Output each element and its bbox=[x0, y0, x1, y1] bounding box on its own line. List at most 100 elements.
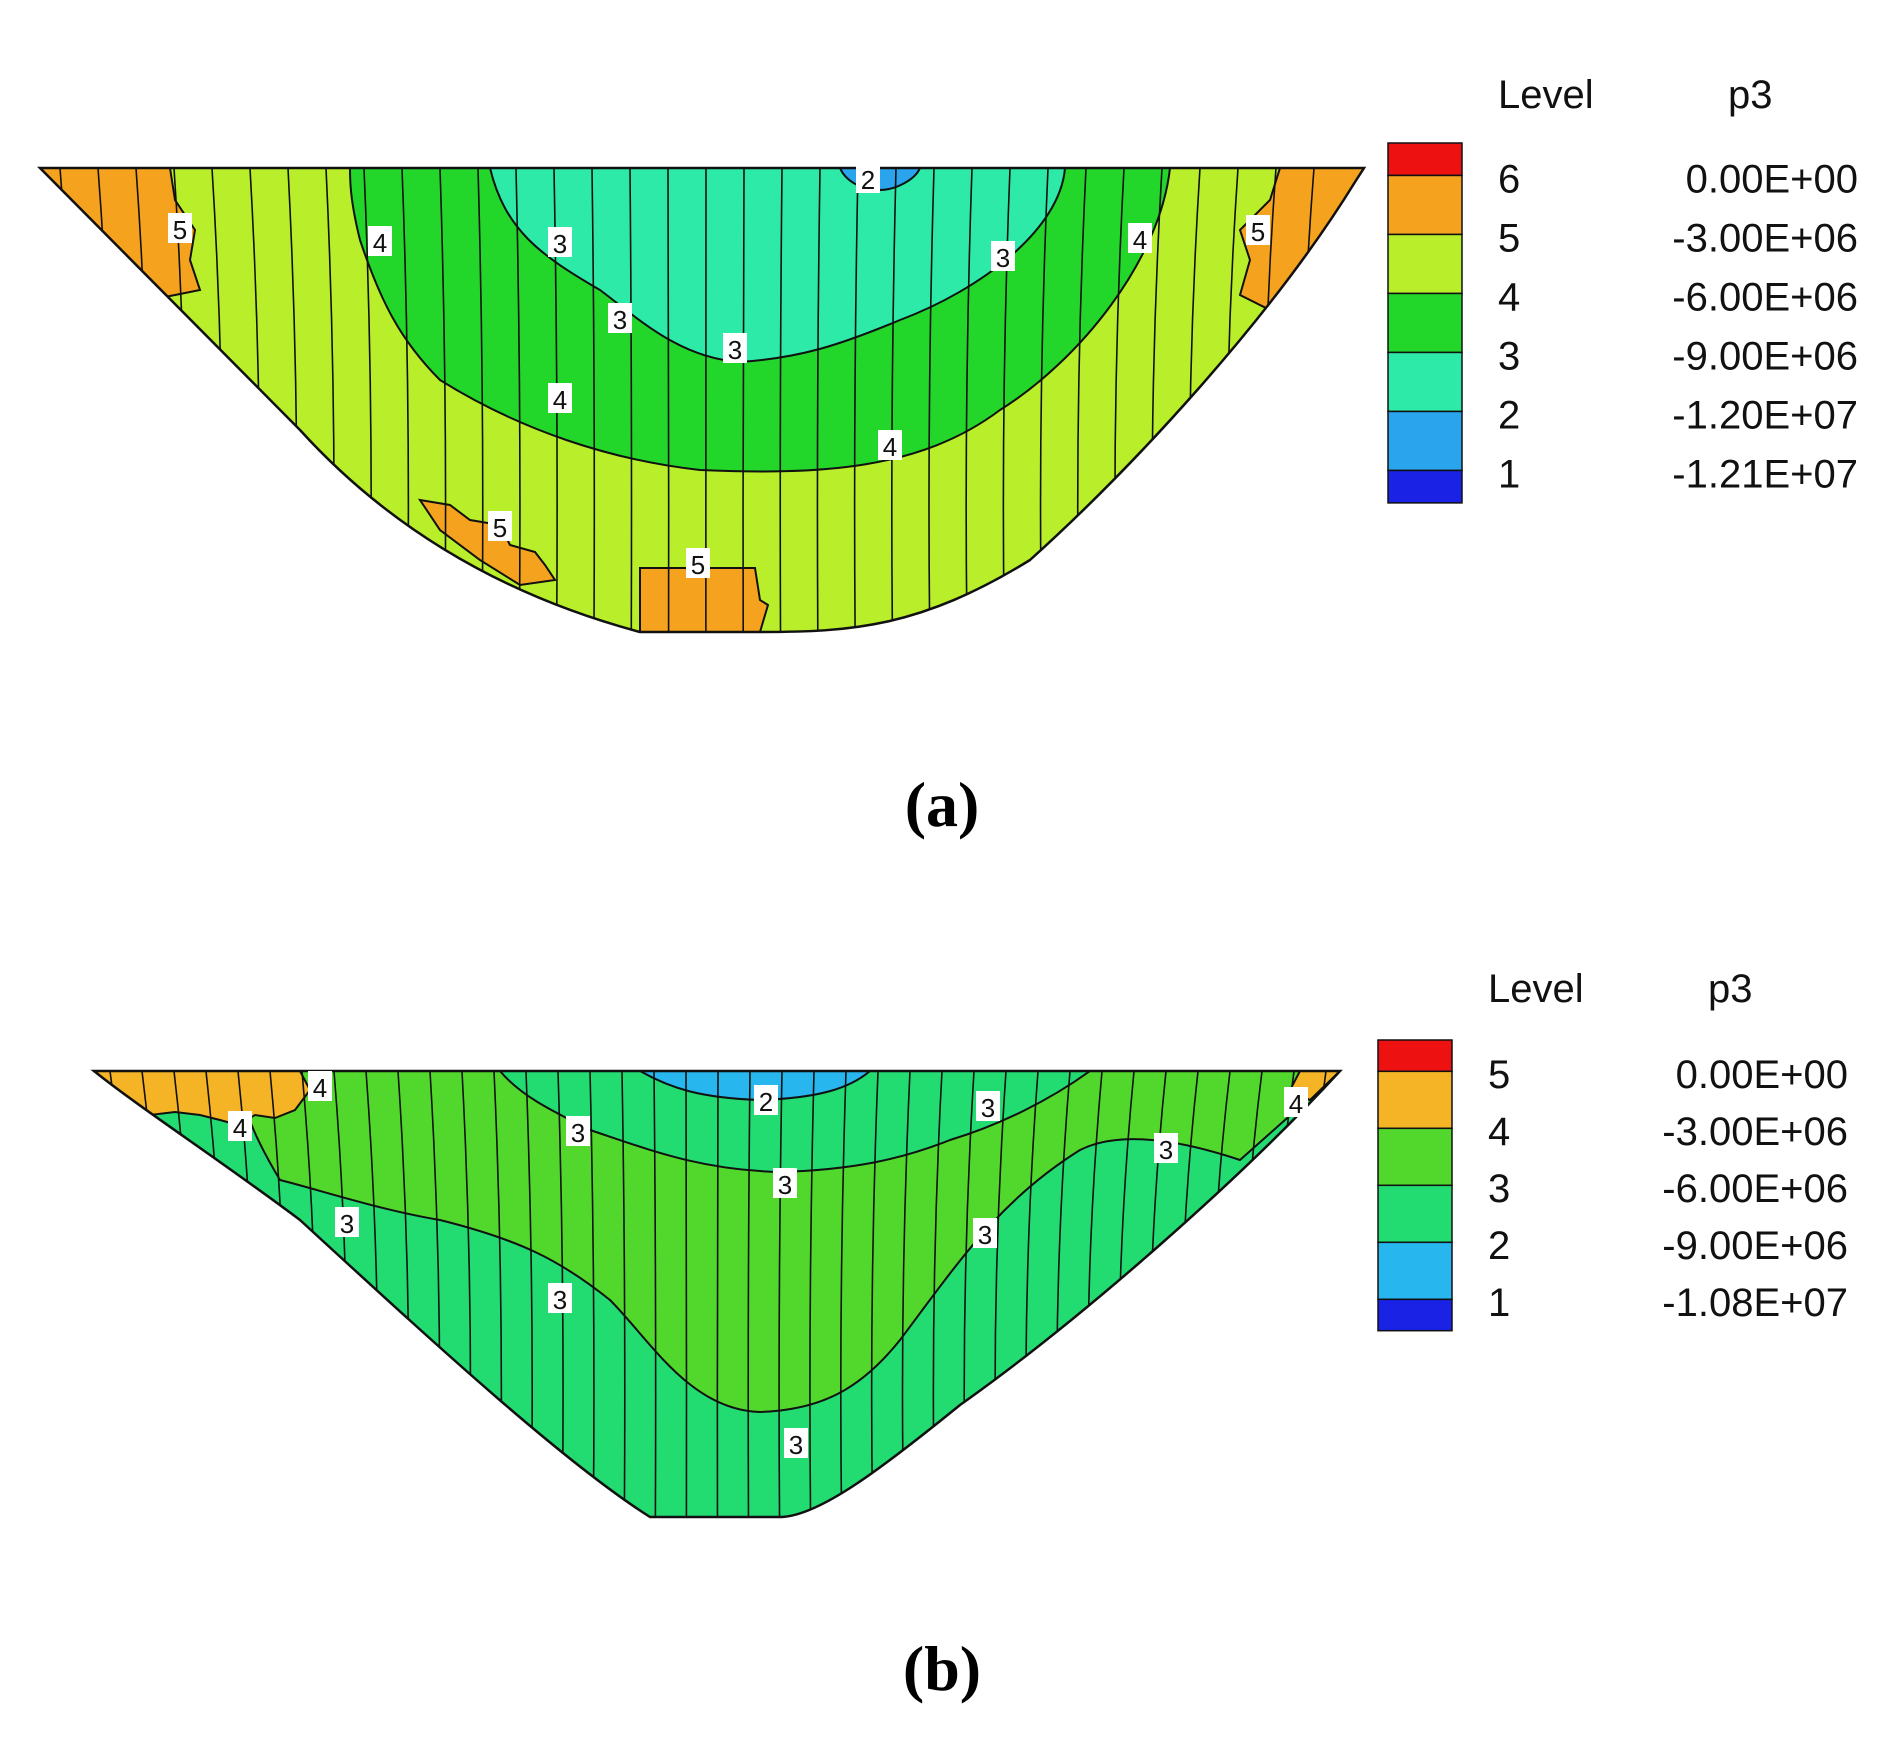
svg-text:2: 2 bbox=[861, 165, 875, 195]
outline-b bbox=[90, 1069, 1343, 1519]
legend-level: 4 bbox=[1488, 1110, 1510, 1154]
svg-text:3: 3 bbox=[981, 1093, 995, 1123]
legend-a: Level p3 6 0.00E+00 5 -3.00E+06 4 -6.00E+06 3 -… bbox=[1387, 73, 1858, 504]
legend-swatch bbox=[1377, 1241, 1453, 1301]
legend-a-swatches bbox=[1387, 142, 1463, 504]
legend-value: -9.00E+06 bbox=[1672, 334, 1858, 378]
svg-text:3: 3 bbox=[778, 1170, 792, 1200]
contour-plot-b: 2 3 3 3 3 3 3 3 3 4 4 4 Level p3 5 0.00E+00 4 -3.00E+0… bbox=[90, 967, 1848, 1704]
svg-text:4: 4 bbox=[553, 385, 567, 415]
svg-text:4: 4 bbox=[373, 228, 387, 258]
svg-text:3: 3 bbox=[1159, 1135, 1173, 1165]
contour-label: 4 bbox=[368, 226, 392, 258]
contour-label: 4 bbox=[548, 383, 572, 415]
svg-text:3: 3 bbox=[789, 1430, 803, 1460]
legend-swatch bbox=[1387, 142, 1463, 177]
contour-label: 4 bbox=[1284, 1087, 1308, 1119]
mesh-line bbox=[629, 168, 633, 632]
contour-label: 3 bbox=[548, 1283, 572, 1315]
contour-label: 4 bbox=[308, 1071, 332, 1103]
legend-value: -1.21E+07 bbox=[1672, 452, 1858, 496]
legend-value: -9.00E+06 bbox=[1662, 1224, 1848, 1268]
svg-text:3: 3 bbox=[553, 1285, 567, 1315]
contour-label: 5 bbox=[488, 511, 512, 543]
contour-label: 5 bbox=[168, 213, 192, 245]
svg-text:5: 5 bbox=[493, 513, 507, 543]
svg-text:3: 3 bbox=[340, 1209, 354, 1239]
contour-plot-a: 2 3 3 3 3 4 4 4 4 5 5 5 5 Level p3 6 0.00E+00 5 -3.00E+… bbox=[36, 73, 1858, 840]
zone-a-level5-bottom-left bbox=[417, 498, 557, 587]
legend-value: -6.00E+06 bbox=[1672, 275, 1858, 319]
legend-a-header-var: p3 bbox=[1728, 73, 1773, 117]
legend-swatch bbox=[1377, 1184, 1453, 1244]
legend-level: 2 bbox=[1488, 1224, 1510, 1268]
legend-level: 3 bbox=[1498, 334, 1520, 378]
mesh-line bbox=[928, 168, 935, 632]
svg-text:4: 4 bbox=[883, 432, 897, 462]
svg-text:5: 5 bbox=[173, 215, 187, 245]
contour-label: 3 bbox=[973, 1218, 997, 1250]
svg-text:3: 3 bbox=[996, 243, 1010, 273]
mesh-line bbox=[816, 168, 821, 632]
mesh-line bbox=[716, 1071, 719, 1517]
legend-level: 2 bbox=[1498, 393, 1520, 437]
mesh-line bbox=[667, 168, 670, 632]
contour-label: 2 bbox=[856, 163, 880, 195]
legend-value: -3.00E+06 bbox=[1662, 1110, 1848, 1154]
contour-label: 5 bbox=[686, 548, 710, 580]
mesh-line bbox=[685, 1071, 688, 1517]
mesh-line bbox=[109, 1071, 132, 1517]
mesh-line bbox=[591, 168, 596, 632]
legend-value: -1.20E+07 bbox=[1672, 393, 1858, 437]
legend-value: -1.08E+07 bbox=[1662, 1281, 1848, 1325]
svg-text:3: 3 bbox=[613, 305, 627, 335]
legend-b-header-level: Level bbox=[1488, 967, 1584, 1011]
mesh-line bbox=[59, 168, 75, 632]
legend-swatch bbox=[1387, 351, 1463, 413]
mesh-line bbox=[621, 1071, 626, 1517]
contour-label: 3 bbox=[991, 241, 1015, 273]
zone-b-level4-band bbox=[238, 1071, 1340, 1414]
contour-label: 3 bbox=[784, 1428, 808, 1460]
legend-swatch bbox=[1377, 1298, 1453, 1332]
legend-swatch bbox=[1377, 1070, 1453, 1130]
svg-text:2: 2 bbox=[759, 1087, 773, 1117]
mesh-line bbox=[747, 1071, 751, 1517]
contour-label: 5 bbox=[1246, 215, 1270, 247]
legend-level: 3 bbox=[1488, 1167, 1510, 1211]
legend-value: 0.00E+00 bbox=[1686, 157, 1858, 201]
svg-text:3: 3 bbox=[978, 1220, 992, 1250]
contour-label: 3 bbox=[1154, 1133, 1178, 1165]
legend-level: 1 bbox=[1488, 1281, 1510, 1325]
contour-label: 4 bbox=[878, 430, 902, 462]
svg-text:4: 4 bbox=[233, 1113, 247, 1143]
svg-text:5: 5 bbox=[1251, 217, 1265, 247]
mesh-line bbox=[141, 1071, 163, 1517]
mesh-line bbox=[839, 1071, 847, 1517]
contour-label: 3 bbox=[773, 1168, 797, 1200]
contour-label: 3 bbox=[335, 1207, 359, 1239]
caption-b: (b) bbox=[903, 1633, 981, 1704]
contour-label: 3 bbox=[608, 303, 632, 335]
contour-label: 2 bbox=[754, 1085, 778, 1117]
legend-value: 0.00E+00 bbox=[1676, 1053, 1848, 1097]
legend-swatch bbox=[1387, 292, 1463, 354]
legend-level: 1 bbox=[1498, 452, 1520, 496]
svg-text:4: 4 bbox=[1133, 225, 1147, 255]
caption-a: (a) bbox=[905, 769, 980, 840]
contour-label: 4 bbox=[1128, 223, 1152, 255]
svg-text:3: 3 bbox=[728, 335, 742, 365]
mesh-line bbox=[965, 168, 973, 632]
legend-level: 5 bbox=[1498, 216, 1520, 260]
mesh-line bbox=[742, 168, 745, 632]
contour-label: 3 bbox=[566, 1116, 590, 1148]
mesh-line bbox=[515, 168, 521, 632]
svg-text:3: 3 bbox=[571, 1118, 585, 1148]
legend-value: -6.00E+06 bbox=[1662, 1167, 1848, 1211]
legend-b: Level p3 5 0.00E+00 4 -3.00E+06 3 -6.00E+06 2 -… bbox=[1377, 967, 1848, 1332]
legend-value: -3.00E+06 bbox=[1672, 216, 1858, 260]
mesh-line bbox=[891, 168, 897, 632]
legend-swatch bbox=[1387, 410, 1463, 472]
contour-label: 3 bbox=[548, 227, 572, 259]
